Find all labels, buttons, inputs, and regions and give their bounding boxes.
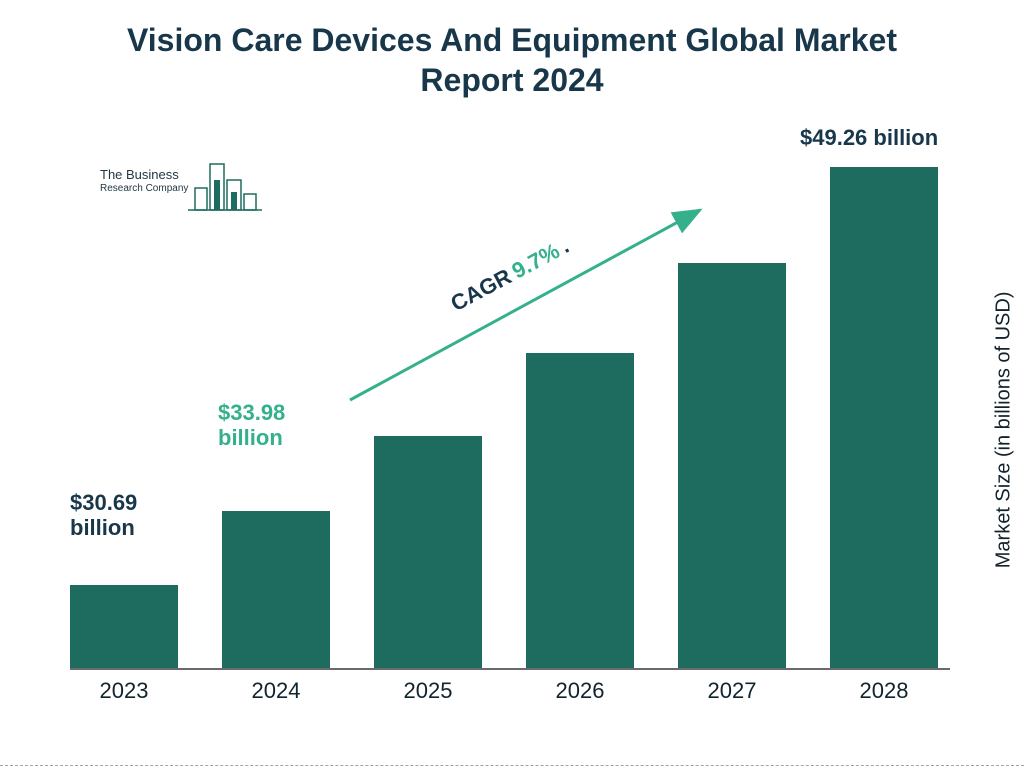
bar-2025: [374, 436, 482, 668]
x-label-2023: 2023: [70, 678, 178, 704]
bar-chart: 202320242025202620272028: [70, 150, 930, 710]
x-label-2025: 2025: [374, 678, 482, 704]
chart-title: Vision Care Devices And Equipment Global…: [0, 20, 1024, 100]
value-label-0: $30.69billion: [70, 490, 137, 541]
bar-2024: [222, 511, 330, 668]
bar-2026: [526, 353, 634, 668]
x-label-2028: 2028: [830, 678, 938, 704]
bar-2023: [70, 585, 178, 668]
bar-2028: [830, 167, 938, 668]
value-label-2: $49.26 billion: [800, 125, 938, 150]
x-label-2027: 2027: [678, 678, 786, 704]
x-axis-line: [70, 668, 950, 670]
value-label-1: $33.98billion: [218, 400, 285, 451]
x-label-2026: 2026: [526, 678, 634, 704]
y-axis-label: Market Size (in billions of USD): [993, 292, 1016, 569]
x-label-2024: 2024: [222, 678, 330, 704]
bottom-border-dashed: [0, 765, 1024, 766]
chart-container: Vision Care Devices And Equipment Global…: [0, 0, 1024, 768]
bar-2027: [678, 263, 786, 668]
